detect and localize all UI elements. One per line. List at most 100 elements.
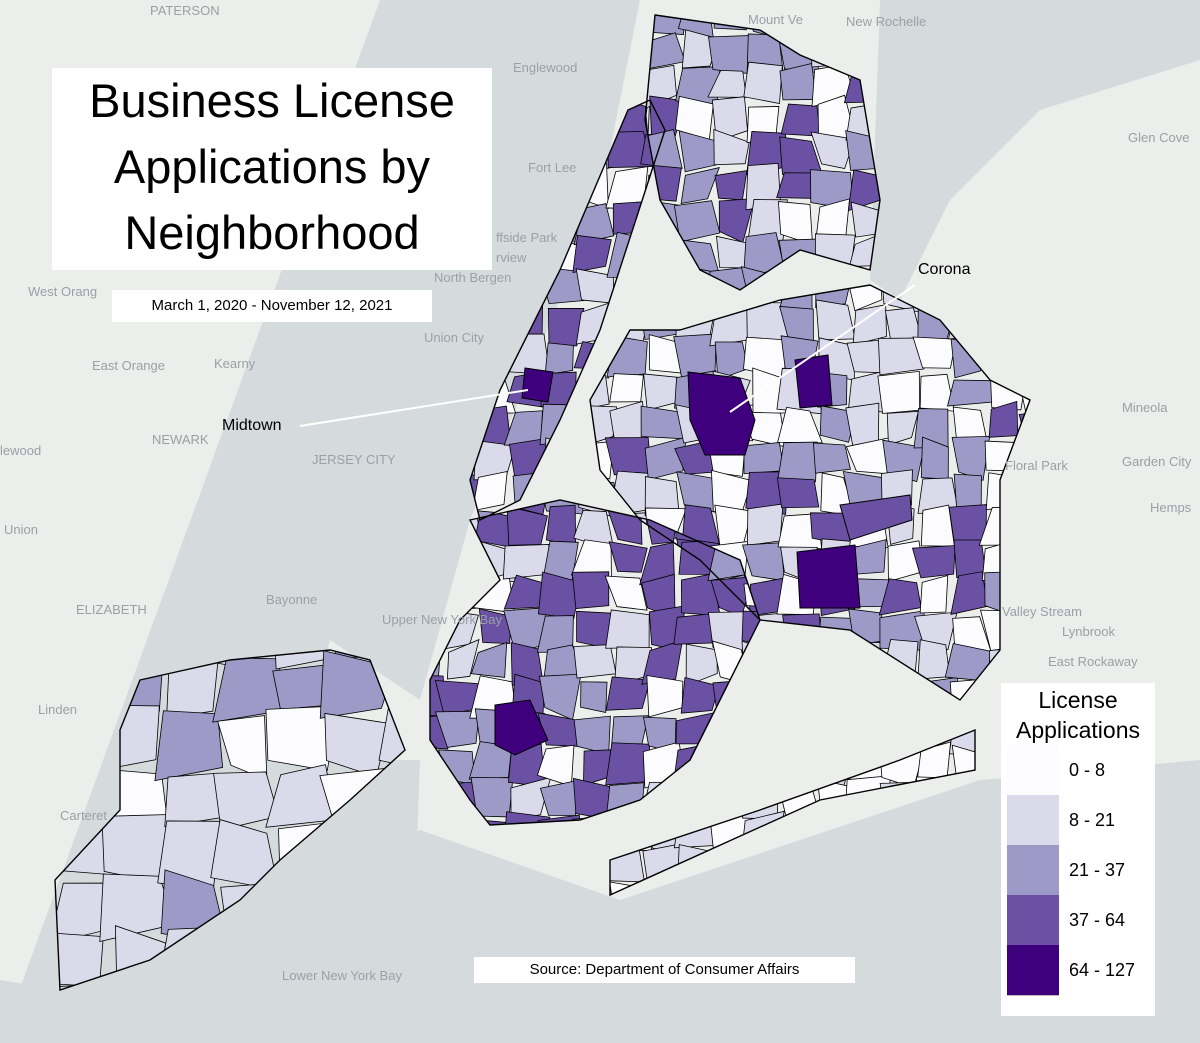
neighborhood bbox=[213, 0, 277, 61]
neighborhood bbox=[31, 1, 72, 31]
neighborhood bbox=[64, 445, 107, 479]
neighborhood bbox=[1084, 271, 1128, 301]
neighborhood bbox=[31, 307, 71, 335]
neighborhood bbox=[304, 0, 340, 39]
neighborhood bbox=[0, 198, 36, 240]
neighborhood bbox=[1085, 510, 1118, 550]
neighborhood bbox=[97, 0, 134, 39]
neighborhood bbox=[1085, 168, 1125, 210]
neighborhood bbox=[131, 33, 168, 72]
neighborhood bbox=[1018, 135, 1056, 174]
neighborhood bbox=[986, 164, 1026, 206]
neighborhood bbox=[608, 541, 648, 573]
neighborhood bbox=[172, 374, 199, 414]
neighborhood bbox=[130, 504, 168, 543]
neighborhood bbox=[104, 472, 140, 513]
neighborhood bbox=[1085, 97, 1125, 140]
neighborhood bbox=[1053, 232, 1085, 278]
neighborhood bbox=[610, 846, 613, 887]
neighborhood bbox=[69, 303, 103, 337]
neighborhood bbox=[0, 674, 40, 718]
neighborhood bbox=[63, 407, 107, 445]
neighborhood bbox=[0, 0, 33, 41]
neighborhood bbox=[1, 576, 29, 618]
neighborhood bbox=[983, 274, 1022, 309]
neighborhood bbox=[165, 442, 206, 483]
neighborhood bbox=[879, 686, 921, 715]
neighborhood bbox=[132, 373, 165, 410]
neighborhood bbox=[55, 708, 66, 770]
neighborhood bbox=[912, 336, 957, 369]
neighborhood bbox=[810, 680, 852, 719]
neighborhood bbox=[0, 889, 40, 924]
neighborhood bbox=[62, 509, 105, 539]
neighborhood bbox=[0, 915, 40, 949]
neighborhood bbox=[880, 710, 916, 747]
neighborhood bbox=[173, 377, 210, 411]
neighborhood bbox=[0, 343, 40, 378]
neighborhood bbox=[685, 643, 718, 687]
neighborhood bbox=[31, 712, 70, 750]
neighborhood bbox=[67, 2, 104, 36]
neighborhood bbox=[139, 35, 171, 71]
neighborhood bbox=[232, 30, 273, 74]
neighborhood bbox=[28, 640, 74, 686]
neighborhood bbox=[2, 539, 38, 578]
neighborhood bbox=[948, 199, 988, 244]
neighborhood bbox=[132, 472, 176, 513]
neighborhood bbox=[1, 133, 28, 176]
neighborhood bbox=[1083, 267, 1124, 300]
neighborhood bbox=[882, 439, 925, 483]
neighborhood bbox=[884, 307, 922, 340]
neighborhood bbox=[63, 303, 103, 346]
neighborhood bbox=[1083, 232, 1119, 274]
neighborhood bbox=[61, 646, 99, 687]
neighborhood bbox=[306, 34, 340, 73]
neighborhood bbox=[1017, 402, 1051, 445]
neighborhood bbox=[1087, 581, 1126, 617]
neighborhood bbox=[95, 539, 136, 583]
neighborhood bbox=[1015, 334, 1056, 379]
neighborhood bbox=[1083, 340, 1120, 375]
neighborhood bbox=[1083, 576, 1125, 617]
neighborhood bbox=[96, 542, 135, 575]
neighborhood bbox=[3, 708, 39, 746]
neighborhood bbox=[0, 201, 35, 243]
neighborhood bbox=[573, 715, 611, 755]
neighborhood bbox=[1085, 201, 1128, 240]
neighborhood bbox=[1081, 406, 1123, 448]
neighborhood bbox=[538, 673, 582, 721]
neighborhood bbox=[919, 574, 949, 614]
neighborhood bbox=[0, 778, 37, 818]
neighborhood bbox=[99, 472, 138, 513]
neighborhood bbox=[781, 714, 817, 751]
neighborhood bbox=[1048, 509, 1085, 548]
neighborhood bbox=[815, 709, 853, 754]
neighborhood bbox=[818, 616, 856, 649]
neighborhood bbox=[1015, 477, 1060, 514]
neighborhood bbox=[166, 336, 211, 376]
neighborhood bbox=[164, 772, 222, 828]
neighborhood bbox=[140, 35, 176, 68]
neighborhood bbox=[780, 103, 822, 137]
neighborhood bbox=[741, 643, 778, 682]
neighborhood bbox=[1092, 302, 1124, 338]
neighborhood bbox=[1018, 202, 1050, 237]
neighborhood bbox=[446, 638, 480, 680]
neighborhood bbox=[0, 31, 38, 70]
neighborhood bbox=[1054, 510, 1092, 549]
neighborhood bbox=[99, 477, 140, 514]
neighborhood bbox=[1012, 474, 1030, 510]
neighborhood bbox=[0, 642, 32, 681]
neighborhood bbox=[644, 232, 665, 280]
neighborhood bbox=[1049, 135, 1086, 176]
neighborhood bbox=[1015, 507, 1053, 545]
neighborhood bbox=[990, 285, 1022, 305]
neighborhood bbox=[0, 784, 35, 817]
neighborhood bbox=[1049, 479, 1084, 517]
neighborhood bbox=[97, 542, 134, 584]
neighborhood bbox=[1037, 270, 1108, 337]
neighborhood bbox=[987, 162, 1052, 223]
neighborhood bbox=[62, 0, 104, 35]
neighborhood bbox=[781, 639, 818, 681]
